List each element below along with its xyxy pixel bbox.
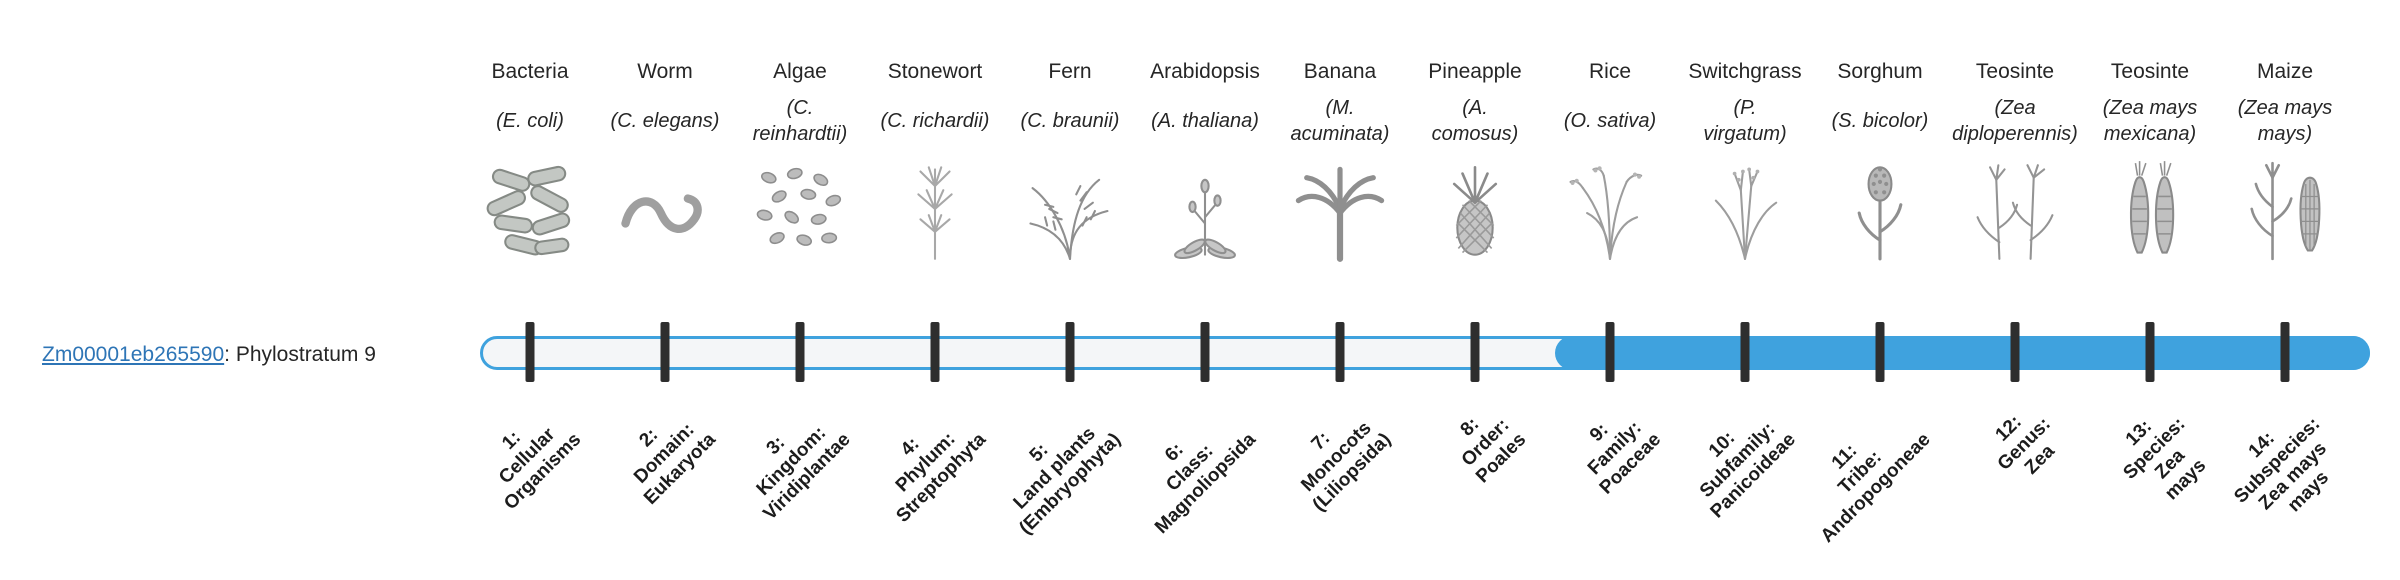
arabidopsis-icon: [1140, 150, 1270, 264]
algae-icon: [735, 150, 865, 264]
gene-phylostratum-text: : Phylostratum 9: [224, 343, 376, 366]
organism-scientific-name: (A. comosus): [1431, 97, 1519, 145]
phylostratum-tick: [1065, 322, 1075, 382]
phylostratum-bar-fill: [1554, 336, 2370, 370]
organism-column: Bacteria (E. coli) 1: Cellular Organisms: [465, 0, 595, 580]
phylostratum-tick: [1335, 322, 1345, 382]
phylostratum-tick: [660, 322, 670, 382]
organism-common-name: Algae: [773, 60, 827, 83]
phylostratum-label: 13: Species: Zea mays: [2119, 413, 2211, 505]
gene-label: Zm00001eb265590: Phylostratum 9: [42, 342, 376, 368]
organism-common-name: Switchgrass: [1688, 60, 1802, 83]
organism-column: Banana (M. acuminata) 7: Monocots (Liliopsi…: [1275, 0, 1405, 580]
sorghum-icon: [1815, 150, 1945, 264]
organism-scientific-name: (S. bicolor): [1831, 110, 1929, 132]
pineapple-icon: [1410, 150, 1540, 264]
maize-icon: [2220, 150, 2350, 264]
phylostratum-tick: [795, 322, 805, 382]
phylostratum-label: 3: Kingdom: Viridiplantae: [753, 422, 855, 525]
phylostratum-tick: [1875, 322, 1885, 382]
bacteria-icon: [465, 150, 595, 264]
organism-common-name: Rice: [1588, 60, 1631, 83]
organism-common-name: Teosinte: [2110, 60, 2190, 83]
organism-column: Arabidopsis (A. thaliana) 6: Class: Magnol…: [1140, 0, 1270, 580]
organism-column: Teosinte (Zea mays mexicana) 13: Species: Z…: [2085, 0, 2215, 580]
organism-column: Stonewort (C. richardii) 4: Phylum: Strept…: [870, 0, 1000, 580]
teosinte-mex-icon: [2085, 150, 2215, 264]
organism-column: Rice (O. sativa) 9: Family: Poaceae: [1545, 0, 1675, 580]
organism-common-name: Arabidopsis: [1150, 60, 1260, 83]
organism-column: Teosinte (Zea diploperennis) 12: Genus: Zea: [1950, 0, 2080, 580]
organism-common-name: Maize: [2256, 60, 2314, 83]
organism-column: Maize (Zea mays mays) 14: Subspecies: Zea m…: [2220, 0, 2350, 580]
organism-scientific-name: (C. braunii): [1020, 110, 1120, 132]
phylostratum-tick: [525, 322, 535, 382]
phylostratum-label: 1: Cellular Organisms: [494, 424, 585, 515]
organism-scientific-name: (A. thaliana): [1151, 110, 1259, 132]
organism-scientific-name: (O. sativa): [1563, 110, 1657, 132]
organism-scientific-name: (Zea mays mexicana): [2102, 97, 2198, 145]
fern-icon: [1005, 150, 1135, 264]
phylostratum-tick: [1740, 322, 1750, 382]
phylostratum-label: 9: Family: Poaceae: [1583, 417, 1665, 499]
organism-common-name: Fern: [1048, 60, 1092, 83]
organism-common-name: Bacteria: [491, 60, 569, 83]
rice-icon: [1545, 150, 1675, 264]
phylostratum-tick: [1200, 322, 1210, 382]
gene-link[interactable]: Zm00001eb265590: [42, 343, 225, 366]
phylostratum-label: 4: Phylum: Streptophyta: [891, 428, 990, 527]
organism-scientific-name: (C. reinhardtii): [752, 97, 848, 145]
worm-icon: [600, 150, 730, 264]
organism-common-name: Sorghum: [1837, 60, 1923, 83]
phylostratum-label: 2: Domain: Eukaryota: [630, 419, 720, 509]
organism-column: Pineapple (A. comosus) 8: Order: Poales: [1410, 0, 1540, 580]
organism-common-name: Teosinte: [1975, 60, 2055, 83]
organism-common-name: Banana: [1303, 60, 1377, 83]
organism-common-name: Stonewort: [887, 60, 983, 83]
organism-column: Switchgrass (P. virgatum) 10: Subfamily: Pa…: [1680, 0, 1810, 580]
phylostratum-label: 10: Subfamily: Panicoideae: [1696, 418, 1800, 523]
phylostratum-tick: [1470, 322, 1480, 382]
organism-column: Algae (C. reinhardtii) 3: Kingdom: Viridipl…: [735, 0, 865, 580]
banana-icon: [1275, 150, 1405, 264]
switchgrass-icon: [1680, 150, 1810, 264]
organism-common-name: Worm: [637, 60, 693, 83]
organism-column: Sorghum (S. bicolor) 11: Tribe: Andropogon…: [1815, 0, 1945, 580]
organism-scientific-name: (C. richardii): [880, 110, 990, 132]
phylostratum-label: 14: Subspecies: Zea mays mays: [2230, 413, 2334, 517]
teosinte-diplo-icon: [1950, 150, 2080, 264]
phylostratum-tick: [2010, 322, 2020, 382]
phylostratum-label: 5: Land plants (Embryophyta): [1009, 423, 1125, 539]
phylostratum-tick: [2280, 322, 2290, 382]
organism-scientific-name: (Zea mays mays): [2237, 97, 2333, 145]
stonewort-icon: [870, 150, 1000, 264]
phylostratum-tick: [930, 322, 940, 382]
phylostratum-tick: [2145, 322, 2155, 382]
phylostratum-label: 8: Order: Poales: [1456, 413, 1530, 488]
organism-column: Worm (C. elegans) 2: Domain: Eukaryota: [600, 0, 730, 580]
organism-common-name: Pineapple: [1428, 60, 1522, 83]
phylostratum-label: 12: Genus: Zea: [1991, 411, 2059, 479]
organism-scientific-name: (P. virgatum): [1703, 97, 1787, 145]
organism-scientific-name: (Zea diploperennis): [1952, 97, 2078, 145]
phylostratum-tick: [1605, 322, 1615, 382]
organism-scientific-name: (M. acuminata): [1290, 97, 1390, 145]
phylostratum-label: 6: Class: Magnoliopsida: [1151, 429, 1260, 539]
organism-scientific-name: (E. coli): [496, 110, 564, 132]
phylostratum-label: 7: Monocots (Liliopsida): [1297, 417, 1395, 516]
organism-scientific-name: (C. elegans): [610, 110, 720, 132]
organism-column: Fern (C. braunii) 5: Land plants (Embryoph…: [1005, 0, 1135, 580]
